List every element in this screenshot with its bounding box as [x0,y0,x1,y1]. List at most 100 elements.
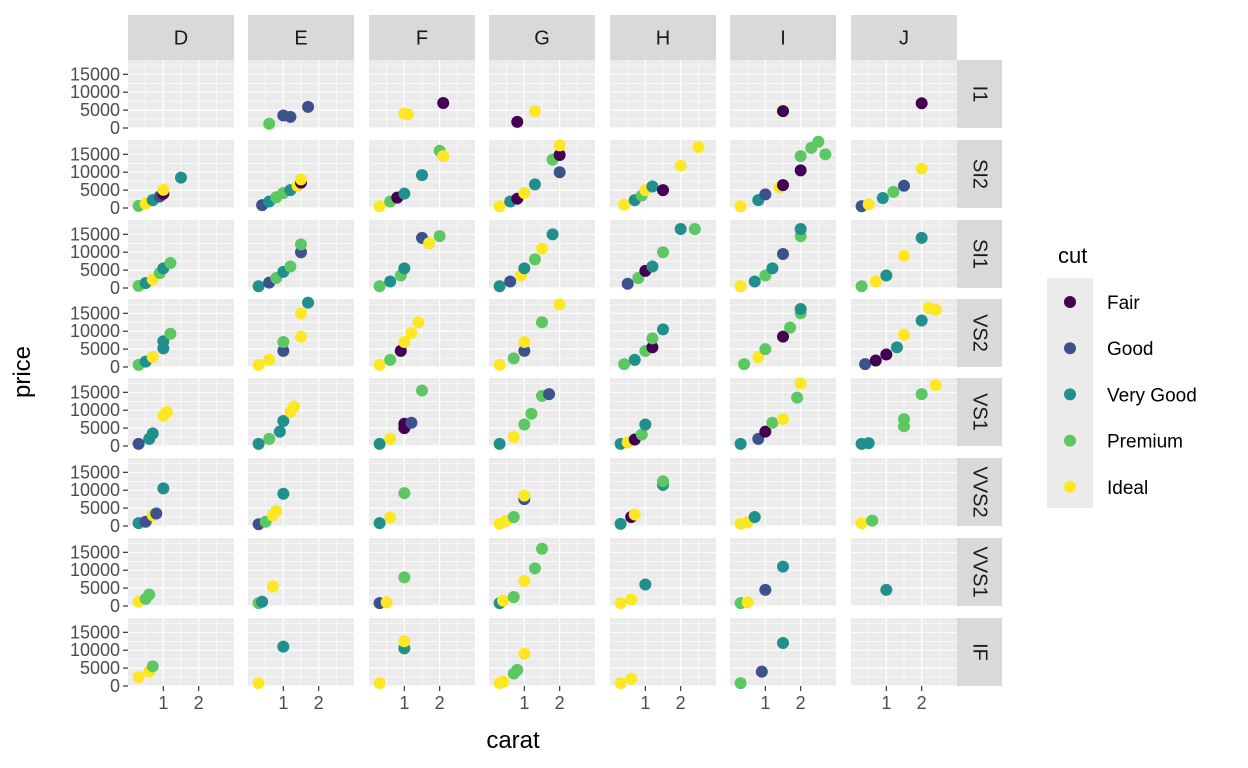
y-tick-label: 10000 [70,162,120,182]
data-point [157,482,170,495]
data-point [869,275,882,288]
y-tick-label: 15000 [70,303,120,323]
y-tick-label: 5000 [80,498,120,518]
data-point [416,169,428,182]
data-point [777,560,789,573]
data-point [915,388,928,401]
panel-I-SI2 [730,140,836,209]
data-point [150,507,163,520]
data-point [657,246,669,259]
column-strip-E: E [248,15,354,60]
data-point [639,418,652,431]
data-point [688,222,701,235]
data-point [507,352,520,365]
data-point [794,164,807,177]
data-point [266,580,279,593]
data-point [618,358,631,371]
row-strip-I1: I1 [957,60,1002,128]
data-points [132,96,942,690]
data-point [674,222,687,235]
column-strip-label: G [534,28,550,50]
strip-background [730,15,836,60]
column-strip-D: D [128,15,234,60]
data-point [794,150,807,163]
data-point [553,166,566,179]
data-point [646,180,659,193]
facet-panels: D E F G H I J I1 SI2 SI1 VS2 VS1 VVS2 VVS1 IF [128,15,1002,687]
data-point [777,179,789,192]
panel-G-VS2 [489,299,595,368]
data-point [302,100,315,113]
data-point [553,139,566,152]
panel-D-I1 [128,60,234,129]
data-point [784,321,797,334]
row-strip-label: VVS2 [969,466,991,517]
data-point [887,185,900,198]
data-point [759,188,772,201]
data-point [252,280,265,293]
data-point [734,200,747,213]
data-point [536,542,548,555]
data-point [528,562,541,575]
strip-background [369,15,475,60]
data-point [777,248,789,260]
y-tick-label: 10000 [70,640,120,660]
y-tick-label: 10000 [70,560,120,580]
x-tick-label: 1 [881,693,891,713]
data-point [752,350,765,363]
x-tick-label: 2 [917,693,927,713]
panel-E-SI1 [248,220,354,289]
data-point [437,96,450,109]
row-strip-label: SI1 [969,239,991,269]
data-point [398,571,411,584]
data-point [777,413,789,426]
axes: 0500010000150000500010000150000500010000… [70,64,927,713]
data-point [252,677,265,690]
strip-background [610,15,716,60]
data-point [175,171,187,184]
data-point [518,418,531,431]
data-point [639,578,652,591]
data-point [525,407,538,420]
data-point [855,280,868,293]
column-strip-F: F [369,15,475,60]
data-point [862,437,875,450]
data-point [373,517,386,530]
data-point [295,307,307,320]
data-point [132,437,145,450]
data-point [759,583,772,596]
data-point [507,431,520,444]
y-tick-label: 15000 [70,622,120,642]
panel-J-VS1 [851,378,957,447]
data-point [405,327,418,339]
data-point [160,406,173,418]
panel-H-VVS1 [610,538,716,607]
data-point [812,135,825,148]
panel-D-VS2 [128,299,234,368]
data-point [646,260,659,273]
legend-swatch [1064,342,1076,355]
y-tick-label: 15000 [70,382,120,402]
column-strip-label: H [656,28,670,50]
x-tick-label: 2 [435,693,445,713]
strip-background [957,618,1002,686]
data-point [405,416,418,429]
data-point [929,303,942,316]
data-point [553,149,566,162]
data-point [518,647,531,660]
data-point [614,677,627,690]
legend-swatch [1064,388,1076,401]
data-point [869,354,882,367]
y-tick-label: 10000 [70,321,120,341]
data-point [493,280,506,293]
data-point [373,358,386,371]
row-strip-VS1: VS1 [957,378,1002,446]
data-point [398,187,411,200]
data-point [528,105,541,118]
data-point [915,231,928,244]
data-point [777,105,789,118]
data-point [437,150,450,163]
y-tick-label: 5000 [80,100,120,120]
data-point [536,316,548,329]
data-point [287,400,300,413]
